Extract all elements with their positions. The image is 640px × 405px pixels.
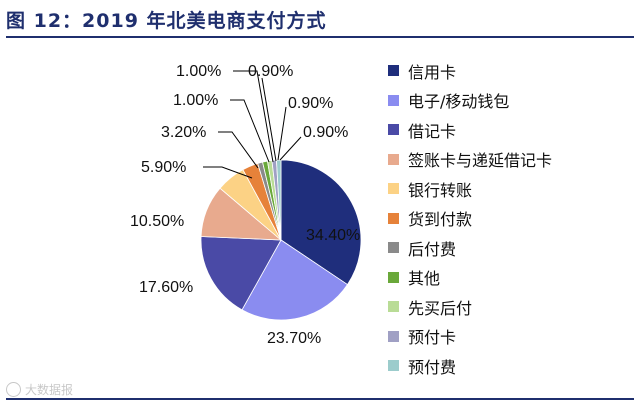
legend-item: 签账卡与递延借记卡 — [388, 145, 634, 175]
legend-label: 签账卡与递延借记卡 — [408, 151, 553, 171]
legend-item: 预付费 — [388, 351, 634, 381]
pie-slice-3 — [200, 236, 282, 311]
legend-label: 先买后付 — [408, 298, 473, 318]
chart-title: 图 12：2019 年北美电商支付方式 — [6, 10, 327, 32]
data-label-7: 1.00% — [173, 92, 218, 109]
legend-swatch — [388, 360, 399, 372]
data-label-4: 10.50% — [130, 213, 184, 230]
legend-swatch — [388, 330, 399, 342]
watermark-text: 大数据报 — [25, 383, 74, 397]
legend-swatch — [388, 65, 399, 77]
legend-swatch — [388, 271, 399, 283]
legend-label: 预付费 — [408, 357, 457, 377]
bottom-rule — [6, 398, 634, 400]
legend-swatch — [388, 153, 399, 165]
legend-item: 货到付款 — [388, 204, 634, 234]
legend-label: 银行转账 — [408, 180, 473, 200]
pie-slice-2 — [241, 239, 349, 321]
legend-swatch — [388, 242, 399, 254]
legend-label: 信用卡 — [408, 62, 457, 82]
data-label-6: 3.20% — [161, 124, 206, 141]
leader-line-5 — [203, 166, 253, 179]
watermark-icon — [6, 382, 21, 397]
legend-item: 借记卡 — [388, 115, 634, 145]
legend: 信用卡电子/移动钱包 借记卡签账卡与递延借记卡 银行转账货到付款后付费其他先买后付预… — [388, 56, 634, 381]
leader-line-8 — [233, 70, 274, 163]
data-label-10: 0.90% — [288, 95, 333, 112]
pie-slice-11 — [276, 159, 282, 241]
watermark: 大数据报 — [6, 381, 73, 398]
pie-slice-1 — [280, 159, 362, 286]
legend-item: 信用卡 — [388, 56, 634, 86]
data-label-1: 34.40% — [306, 227, 360, 244]
data-label-5: 5.90% — [141, 159, 186, 176]
legend-label: 预付卡 — [408, 328, 457, 348]
legend-item: 后付费 — [388, 233, 634, 263]
legend-label: 货到付款 — [408, 210, 473, 230]
leader-line-10 — [277, 106, 287, 161]
legend-item: 电子/移动钱包 — [388, 86, 634, 116]
legend-swatch — [388, 124, 399, 136]
legend-item: 预付卡 — [388, 322, 634, 352]
legend-label: 后付费 — [408, 239, 457, 259]
data-label-9: 0.90% — [248, 63, 293, 80]
leader-line-9 — [261, 77, 277, 162]
leader-line-6 — [218, 131, 259, 169]
legend-label: 借记卡 — [408, 121, 457, 141]
data-label-3: 17.60% — [139, 279, 193, 296]
legend-item: 银行转账 — [388, 174, 634, 204]
data-label-8: 1.00% — [176, 63, 221, 80]
leader-line-7 — [230, 99, 270, 163]
data-label-2: 23.70% — [267, 330, 321, 347]
legend-swatch — [388, 301, 399, 313]
legend-label: 电子/移动钱包 — [408, 92, 510, 112]
legend-swatch — [388, 212, 399, 224]
legend-label: 其他 — [408, 269, 441, 289]
legend-item: 其他 — [388, 263, 634, 293]
legend-swatch — [388, 183, 399, 195]
data-label-11: 0.90% — [303, 124, 348, 141]
legend-item: 先买后付 — [388, 292, 634, 322]
title-bar: 图 12：2019 年北美电商支付方式 — [6, 2, 634, 38]
leader-line-11 — [279, 136, 302, 161]
legend-swatch — [388, 94, 399, 106]
